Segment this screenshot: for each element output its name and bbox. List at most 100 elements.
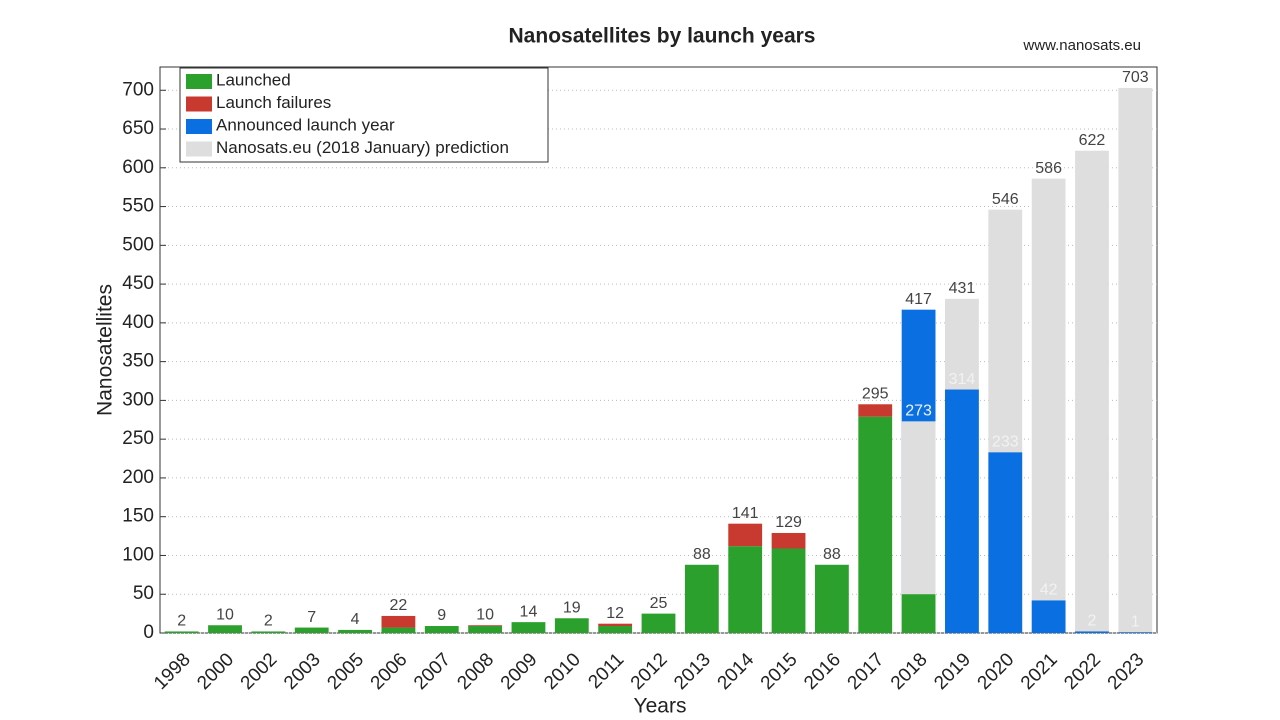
bar	[208, 625, 242, 633]
x-tick-label: 2020	[974, 649, 1019, 694]
chart-title: Nanosatellites by launch years	[509, 25, 816, 48]
data-label: 129	[775, 514, 802, 531]
x-tick-label: 2017	[844, 649, 889, 694]
data-label: 4	[351, 611, 360, 628]
bar	[771, 548, 806, 633]
data-label: 14	[520, 603, 538, 620]
data-label: 19	[563, 599, 581, 616]
x-tick-label: 2008	[453, 649, 498, 694]
bar	[901, 594, 936, 633]
bar	[988, 452, 1023, 633]
x-tick-label: 2011	[584, 649, 628, 693]
bar	[424, 626, 459, 633]
legend-label: Launched	[216, 70, 291, 89]
legend-label: Launch failures	[216, 93, 331, 112]
data-label: 10	[216, 606, 234, 623]
bar	[1075, 150, 1109, 633]
x-tick-label: 2021	[1017, 649, 1062, 694]
y-tick-label: 500	[122, 234, 154, 255]
y-tick-label: 200	[122, 467, 154, 488]
bar	[468, 626, 503, 633]
data-label: 233	[992, 434, 1019, 451]
data-label: 2	[177, 613, 186, 630]
x-tick-label: 2019	[930, 649, 975, 694]
bar	[294, 627, 329, 633]
bar	[381, 615, 416, 628]
bar	[598, 623, 633, 627]
data-label: 141	[732, 505, 759, 522]
y-tick-label: 300	[122, 389, 154, 410]
data-label: 12	[606, 605, 624, 622]
bar	[554, 618, 589, 633]
legend-label: Announced launch year	[216, 115, 395, 134]
y-tick-label: 50	[133, 583, 154, 604]
data-label: 417	[905, 291, 932, 308]
legend-box	[179, 67, 549, 163]
data-label: 546	[992, 191, 1019, 208]
x-tick-label: 2010	[540, 649, 585, 694]
x-tick-label: 2023	[1104, 649, 1149, 694]
data-label: 10	[476, 606, 494, 623]
legend: Launched Launch failures Announced launch …	[179, 67, 549, 163]
bar	[381, 627, 416, 633]
legend-swatch	[186, 96, 212, 112]
data-label: 273	[905, 403, 932, 420]
y-axis-label: Nanosatellites	[94, 284, 117, 416]
bar	[684, 564, 719, 633]
x-tick-label: 2007	[410, 649, 455, 694]
data-label: 622	[1079, 132, 1106, 149]
bar	[945, 389, 979, 633]
x-tick-label: 2016	[800, 649, 845, 694]
x-tick-label: 2002	[237, 649, 282, 694]
data-label: 431	[949, 280, 976, 297]
bar	[728, 523, 763, 547]
x-tick-label: 2009	[497, 649, 542, 694]
x-tick-label: 2018	[887, 649, 932, 694]
bar	[1031, 600, 1066, 633]
y-tick-label: 350	[122, 351, 154, 372]
y-tick-label: 450	[122, 273, 154, 294]
data-label: 586	[1035, 160, 1062, 177]
y-tick-label: 400	[122, 312, 154, 333]
x-tick-label: 2006	[367, 649, 412, 694]
data-label: 2	[1088, 613, 1097, 630]
bar	[1031, 178, 1066, 633]
bar	[858, 416, 893, 633]
x-tick-label: 2013	[670, 649, 715, 694]
bar	[251, 631, 286, 633]
bar	[511, 622, 546, 633]
x-tick-label: 2003	[280, 649, 325, 694]
legend-swatch	[186, 74, 212, 89]
x-tick-label: 2015	[757, 649, 802, 694]
x-tick-label: 2005	[323, 649, 368, 694]
legend-label: Nanosats.eu (2018 January) prediction	[216, 138, 509, 157]
data-label: 1	[1131, 613, 1140, 630]
data-label: 22	[390, 597, 408, 614]
y-tick-label: 700	[122, 79, 154, 100]
bar	[858, 404, 893, 417]
x-tick-label: 2022	[1060, 649, 1105, 694]
bar	[814, 564, 849, 633]
x-tick-label: 2014	[714, 649, 759, 694]
y-tick-label: 100	[122, 544, 154, 565]
legend-swatch	[186, 119, 212, 134]
data-label: 703	[1122, 69, 1149, 86]
legend-swatch	[186, 141, 212, 157]
y-tick-label: 250	[122, 428, 154, 449]
x-tick-label: 2000	[193, 649, 238, 694]
data-label: 42	[1040, 582, 1058, 599]
data-label: 314	[949, 371, 976, 388]
data-label: 88	[823, 546, 841, 563]
data-label: 7	[307, 609, 316, 626]
x-axis-label: Years	[634, 695, 687, 718]
bar	[728, 546, 763, 633]
bar	[468, 625, 503, 627]
bar	[164, 631, 199, 633]
bar	[771, 532, 806, 549]
y-tick-label: 0	[143, 622, 154, 643]
data-label: 88	[693, 546, 711, 563]
data-label: 295	[862, 385, 889, 402]
y-tick-label: 600	[122, 157, 154, 178]
x-tick-label: 1998	[150, 649, 195, 694]
